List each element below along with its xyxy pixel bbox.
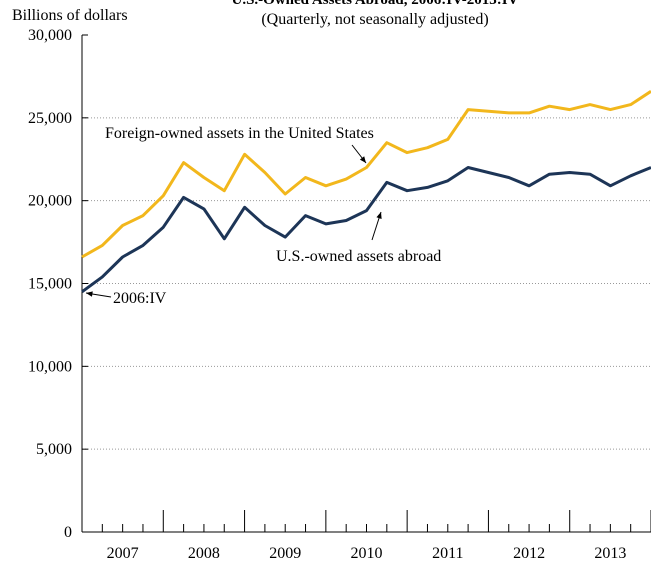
x-year-label: 2013 (594, 545, 626, 562)
x-year-label: 2010 (351, 545, 383, 562)
x-year-label: 2011 (432, 545, 463, 562)
y-tick-label: 10,000 (28, 358, 72, 375)
y-tick-label: 30,000 (28, 27, 72, 44)
series-label: Foreign-owned assets in the United State… (105, 125, 374, 142)
annotation: 2006:IV (113, 290, 167, 307)
annotation-arrowhead (376, 212, 382, 219)
annotation-arrowhead (359, 156, 366, 163)
y-tick-label: 0 (64, 524, 72, 541)
chart-title: U.S.-Owned Assets Abroad, 2006:IV-2013:I… (232, 0, 519, 8)
series-label: U.S.-owned assets abroad (276, 248, 441, 265)
y-axis-label: Billions of dollars (12, 7, 128, 24)
y-tick-label: 25,000 (28, 110, 72, 127)
annotation-arrowhead (86, 291, 93, 297)
x-year-label: 2009 (269, 545, 301, 562)
series-line (81, 90, 651, 259)
x-year-label: 2012 (513, 545, 545, 562)
chart-subtitle: (Quarterly, not seasonally adjusted) (261, 11, 488, 28)
series-line (81, 166, 651, 294)
y-tick-label: 20,000 (28, 193, 72, 210)
x-year-label: 2008 (188, 545, 220, 562)
x-year-label: 2007 (107, 545, 139, 562)
y-tick-label: 15,000 (28, 276, 72, 293)
y-tick-label: 5,000 (36, 441, 72, 458)
